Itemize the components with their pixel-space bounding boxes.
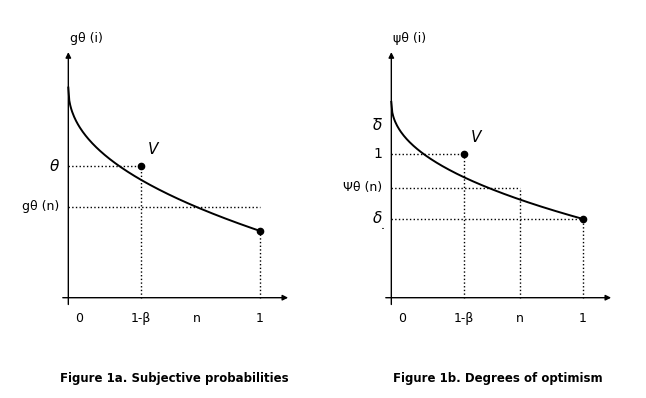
Text: n: n [193,312,202,325]
Text: δ̅: δ̅ [373,118,382,133]
Text: 0: 0 [75,312,83,325]
Text: θ: θ [50,159,59,174]
Text: 1: 1 [579,312,587,325]
Text: V: V [470,130,481,145]
Text: Ψθ (n): Ψθ (n) [343,181,382,194]
Text: gθ (n): gθ (n) [22,201,59,213]
Text: 1-β: 1-β [454,312,474,325]
Text: Figure 1b. Degrees of optimism: Figure 1b. Degrees of optimism [393,372,602,385]
Text: 0: 0 [398,312,406,325]
Text: gθ (i): gθ (i) [70,31,103,45]
Text: n: n [516,312,525,325]
Text: V: V [147,142,158,157]
Text: Figure 1a. Subjective probabilities: Figure 1a. Subjective probabilities [60,372,289,385]
Text: 1-β: 1-β [131,312,151,325]
Text: 1: 1 [373,147,382,162]
Text: ψθ (i): ψθ (i) [393,31,426,45]
Text: 1: 1 [256,312,264,325]
Text: δ: δ [373,211,382,226]
